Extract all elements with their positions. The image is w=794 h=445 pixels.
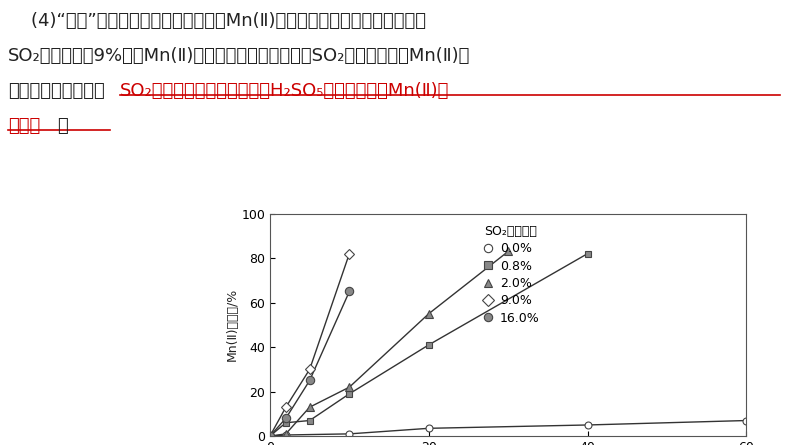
Text: SO₂有还原性，过多将会降低H₂SO₅的浓度，降低Mn(Ⅱ)氧: SO₂有还原性，过多将会降低H₂SO₅的浓度，降低Mn(Ⅱ)氧	[120, 82, 449, 100]
Text: SO₂体积分数为9%时，Mn(Ⅱ)氧化速率最大；继续增大SO₂体积分数时，Mn(Ⅱ)氧: SO₂体积分数为9%时，Mn(Ⅱ)氧化速率最大；继续增大SO₂体积分数时，Mn(…	[8, 47, 470, 65]
Y-axis label: Mn(Ⅱ)氧化率/%: Mn(Ⅱ)氧化率/%	[225, 288, 238, 361]
Text: 化速率: 化速率	[8, 117, 40, 135]
Text: 。: 。	[57, 117, 67, 135]
Text: (4)“氧化”中保持空气通入速率不变，Mn(Ⅱ)氧化率与时间的关系如图所示。: (4)“氧化”中保持空气通入速率不变，Mn(Ⅱ)氧化率与时间的关系如图所示。	[8, 12, 426, 30]
Text: 化速率减小的原因是: 化速率减小的原因是	[8, 82, 105, 100]
Legend: 0.0%, 0.8%, 2.0%, 9.0%, 16.0%: 0.0%, 0.8%, 2.0%, 9.0%, 16.0%	[476, 220, 545, 330]
